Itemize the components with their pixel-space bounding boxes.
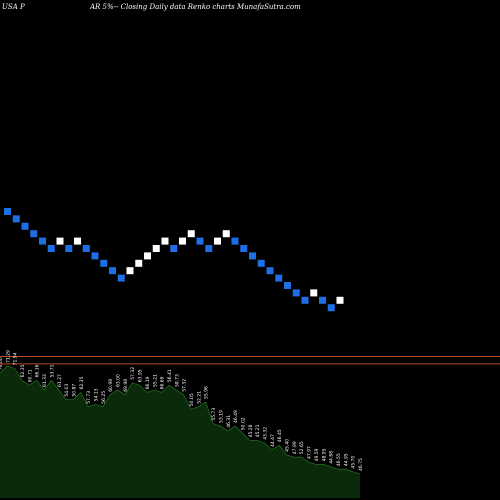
volume-label: 71.29 [5,350,11,363]
volume-label: 61.33 [42,374,48,387]
renko-brick-up [144,252,151,260]
volume-label: 54.13 [94,388,100,401]
renko-brick-down [240,245,248,252]
volume-label: 46.45 [277,429,283,442]
volume-label: 44.47 [270,434,276,447]
volume-label: 50.02 [240,417,246,430]
renko-brick-down [47,245,55,252]
volume-label: 66.69 [160,376,166,389]
volume-label: 62.35 [79,376,85,389]
renko-brick-down [4,208,11,215]
volume-label: 62.35 [20,364,26,377]
renko-brick-down [39,237,46,245]
renko-brick-up [214,237,221,245]
renko-brick-down [91,252,99,260]
volume-label: 45.21 [255,424,261,437]
renko-brick-up [310,289,318,297]
level-lines [0,356,500,365]
volume-label: 69.98 [123,379,129,392]
volume-label: 45.70 [351,456,357,469]
volume-label: 46.31 [226,415,232,428]
renko-brick-up [187,230,195,238]
renko-brick-up [152,245,160,252]
volume-line [0,365,361,475]
volume-label: 56.41 [167,369,173,382]
volume-label: 44.95 [343,453,349,466]
renko-brick-down [196,237,204,245]
renko-brick-down [12,215,20,223]
volume-label: 63.95 [138,369,144,382]
renko-brick-down [21,222,29,230]
volume-label: 66.19 [145,376,151,389]
volume-label: 45.28 [248,424,254,437]
volume-label: 47.97 [307,446,313,459]
volume-label: 60.98 [108,379,114,392]
renko-brick-up [74,237,81,245]
renko-brick-down [205,245,213,252]
header-title-right: AR 5%-- Closing Daily data Renko charts … [90,3,301,11]
renko-brick-down [170,245,178,252]
volume-label: 49.59 [314,448,320,461]
renko-brick-down [82,245,90,252]
renko-brick-down [257,259,265,267]
volume-label: 57.32 [130,367,136,380]
renko-brick-up [135,259,143,267]
volume-label: 46.49 [233,410,239,423]
renko-brick-up [179,237,186,245]
volume-label: 55.96 [204,386,210,399]
renko-brick-up [56,237,64,245]
volume-label: 54.03 [64,384,70,397]
renko-brick-down [284,282,291,289]
renko-brick-down [275,274,283,282]
volume-label: 52.65 [299,441,305,454]
volume-label: 44.68 [329,451,335,464]
volume-label: 61.27 [57,374,63,387]
renko-brick-down [266,267,274,275]
volume-label: 55.21 [152,374,158,387]
volume-label: 56.25 [101,391,107,404]
renko-brick-up [336,296,344,304]
renko-bricks [4,208,344,312]
renko-brick-down [327,304,335,312]
header-title-left: USA P [2,3,25,11]
volume-label: 45.40 [285,439,291,452]
volume-label: 58.73 [174,374,180,387]
volume-label: 55.73 [211,408,217,421]
volume-label: 63.00 [116,374,122,387]
volume-label: 57.32 [182,379,188,392]
volume-label: 43.32 [262,427,268,440]
volume-label: 66.16 [35,364,41,377]
renko-brick-down [117,274,125,282]
renko-brick-down [231,237,239,245]
renko-brick-down [65,245,73,252]
volume-area [0,365,361,498]
volume-label: 53.19 [218,410,224,423]
volume-label: 76.00 [0,357,4,370]
volume-label: 53.71 [49,364,55,377]
renko-brick-down [249,252,256,260]
volume-label: 57.73 [86,391,92,404]
renko-brick-down [109,267,116,275]
renko-brick-up [161,237,169,245]
volume-label: 50.87 [71,384,77,397]
renko-brick-up [126,267,134,275]
volume-label: 46.55 [336,453,342,466]
volume-label: 50.05 [189,393,195,406]
volume-label: 52.21 [196,391,202,404]
volume-label: 60.71 [27,369,33,382]
volume-label: 71.94 [13,352,19,365]
volume-label: 47.99 [292,441,298,454]
renko-brick-down [100,259,108,267]
renko-brick-down [292,289,300,297]
renko-brick-down [301,296,309,304]
volume-fill [0,366,360,498]
volume-label: 48.95 [321,448,327,461]
volume-label: 46.75 [358,458,364,471]
renko-brick-down [30,230,38,238]
renko-brick-up [222,230,230,238]
renko-brick-down [319,296,326,304]
